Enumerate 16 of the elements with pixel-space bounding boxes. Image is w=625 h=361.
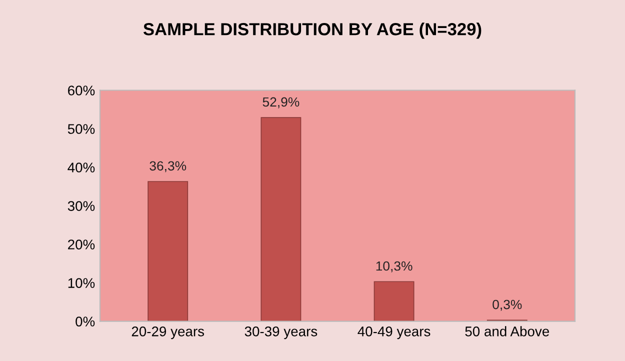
y-tick-label: 20% bbox=[68, 240, 95, 250]
y-tick-label: 60% bbox=[68, 86, 95, 96]
data-label: 36,3% bbox=[150, 161, 186, 172]
y-tick-label: 50% bbox=[68, 124, 95, 134]
data-label: 52,9% bbox=[262, 97, 300, 108]
y-tick-label: 0% bbox=[76, 316, 95, 326]
data-label: 0,3% bbox=[492, 300, 522, 311]
data-label: 10,3% bbox=[376, 261, 412, 272]
x-tick-label: 30-39 years bbox=[244, 326, 318, 340]
y-tick-label: 40% bbox=[68, 162, 95, 172]
x-tick-label: 50 and Above bbox=[465, 326, 550, 336]
x-tick-label: 20-29 years bbox=[132, 326, 204, 340]
y-tick-label: 30% bbox=[68, 201, 95, 211]
chart-title: SAMPLE DISTRIBUTION BY AGE (N=329) bbox=[143, 22, 482, 39]
x-tick-label: 40-49 years bbox=[358, 326, 430, 340]
y-tick-label: 10% bbox=[68, 278, 95, 288]
